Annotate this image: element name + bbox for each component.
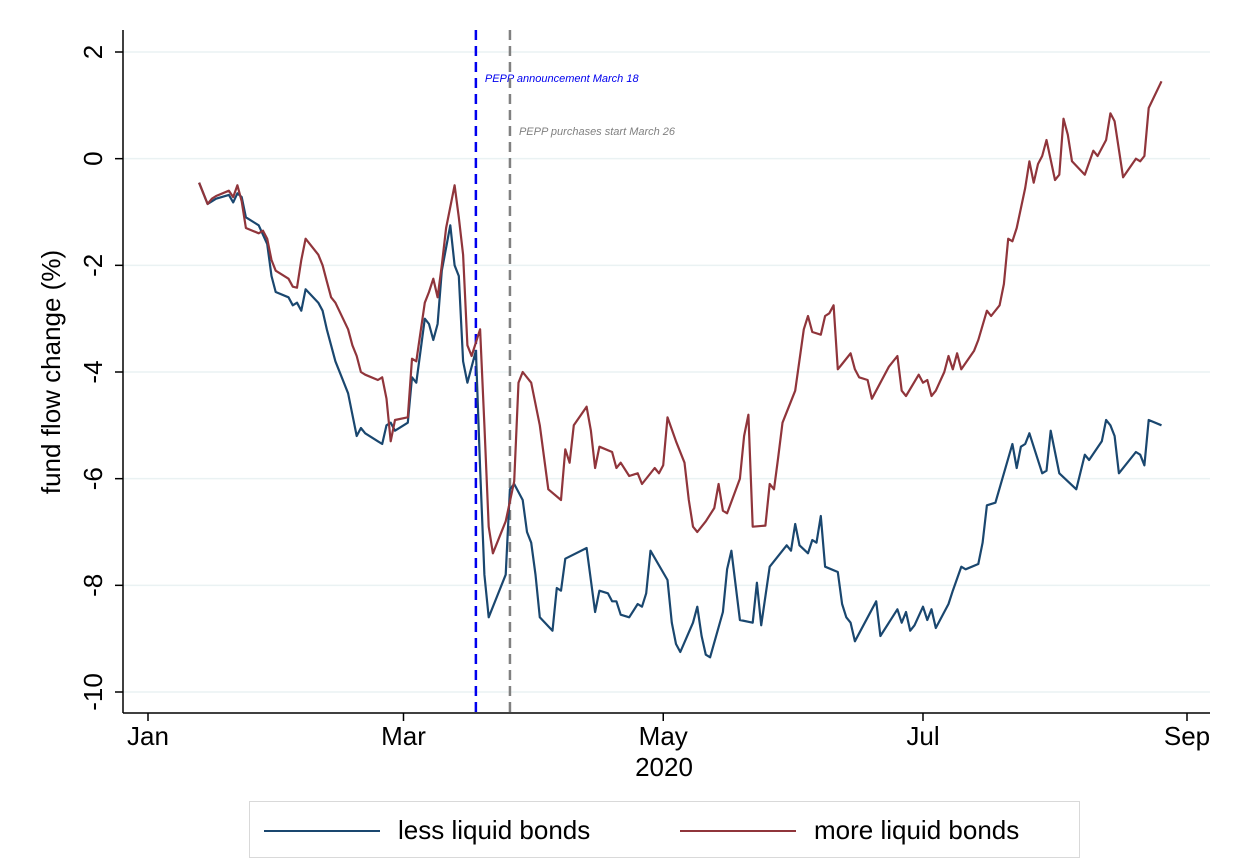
x-tick-label: May bbox=[639, 721, 688, 751]
legend-label-more-liquid: more liquid bonds bbox=[814, 815, 1020, 845]
fund-flow-chart: PEPP announcement March 18 PEPP purchases… bbox=[0, 0, 1240, 800]
series-line-less-liquid-bonds bbox=[198, 182, 1162, 659]
x-axis-title: 2020 bbox=[635, 752, 693, 782]
y-tick-label: 0 bbox=[78, 151, 108, 165]
chart-background bbox=[0, 0, 1240, 800]
x-tick-label: Sep bbox=[1164, 721, 1210, 751]
legend-item-more-liquid: more liquid bonds bbox=[680, 802, 1019, 859]
series-line-more-liquid-bonds bbox=[198, 80, 1163, 555]
legend-label-less-liquid: less liquid bonds bbox=[398, 815, 591, 845]
y-tick-label: -2 bbox=[78, 254, 108, 277]
y-tick-label: -8 bbox=[78, 574, 108, 597]
x-tick-label: Jul bbox=[906, 721, 939, 751]
legend-item-less-liquid: less liquid bonds bbox=[264, 802, 590, 859]
legend-swatch-less-liquid bbox=[264, 829, 380, 832]
y-tick-label: -4 bbox=[78, 360, 108, 383]
series-lines bbox=[198, 80, 1163, 659]
reference-lines: PEPP announcement March 18 PEPP purchases… bbox=[474, 30, 676, 713]
x-tick-label: Mar bbox=[381, 721, 426, 751]
legend: less liquid bonds more liquid bonds bbox=[249, 801, 1080, 858]
legend-swatch-more-liquid bbox=[680, 829, 796, 832]
grid-lines bbox=[123, 51, 1210, 693]
x-tick-label: Jan bbox=[127, 721, 169, 751]
y-tick-label: 2 bbox=[78, 45, 108, 59]
vline-label-pepp-announcement-march-18: PEPP announcement March 18 bbox=[485, 73, 640, 85]
x-axis-ticks: Jan Mar May Jul Sep bbox=[127, 713, 1210, 751]
y-axis-ticks: 2 0 -2 -4 -6 -8 -10 bbox=[78, 45, 123, 711]
y-tick-label: -10 bbox=[78, 673, 108, 711]
y-tick-label: -6 bbox=[78, 467, 108, 490]
y-axis-title: fund flow change (%) bbox=[36, 250, 66, 494]
vline-label-pepp-purchases-start-march-26: PEPP purchases start March 26 bbox=[519, 126, 676, 138]
